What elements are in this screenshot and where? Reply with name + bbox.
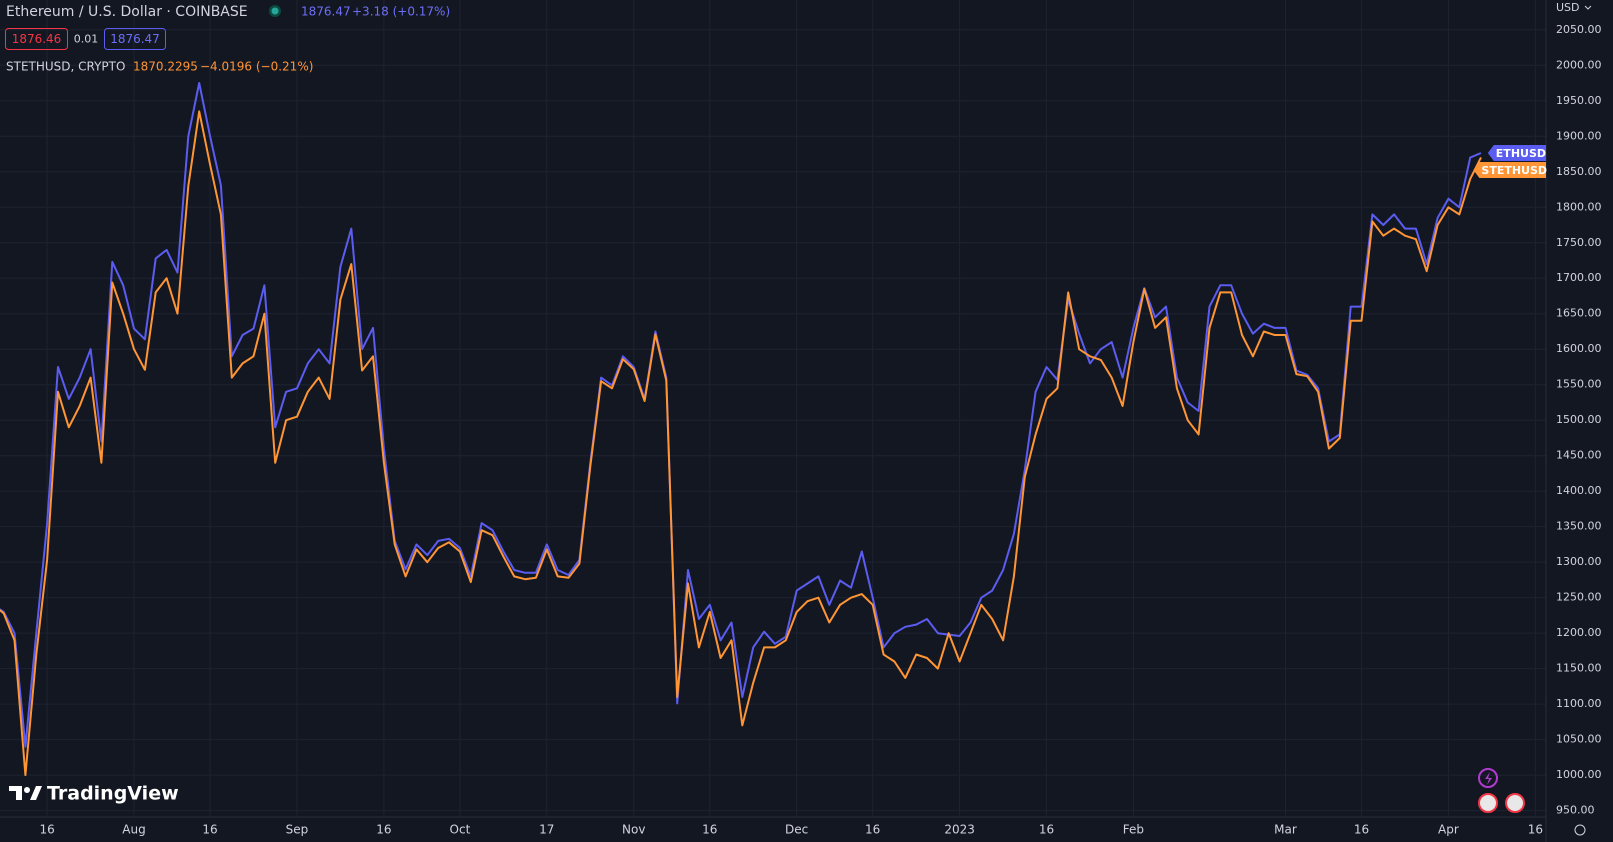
ask-box[interactable] xyxy=(104,28,166,50)
y-tick-label: 1800.00 xyxy=(1556,200,1602,213)
y-tick-label: 1200.00 xyxy=(1556,626,1602,639)
y-tick-label: 1100.00 xyxy=(1556,697,1602,710)
y-tick-label: 1650.00 xyxy=(1556,307,1602,320)
y-tick-label: 1750.00 xyxy=(1556,236,1602,249)
logo-mark xyxy=(9,786,22,800)
x-tick-label: Sep xyxy=(286,823,309,837)
y-tick-label: 1300.00 xyxy=(1556,555,1602,568)
y-tick-label: 1900.00 xyxy=(1556,129,1602,142)
spread: 0.01 xyxy=(74,33,99,46)
price-tag xyxy=(1473,161,1546,178)
y-tick-label: 1600.00 xyxy=(1556,342,1602,355)
y-tick-label: 1850.00 xyxy=(1556,165,1602,178)
y-tick-label: 950.00 xyxy=(1556,804,1595,817)
header-price: 1876.47 xyxy=(301,5,351,19)
x-tick-label: Nov xyxy=(622,823,645,837)
x-tick-label: Dec xyxy=(785,823,808,837)
currency-caret xyxy=(1584,5,1592,10)
brand-logo xyxy=(9,786,42,800)
x-tick-label: 16 xyxy=(39,823,54,837)
x-tick-label: 17 xyxy=(539,823,554,837)
y-tick-label: 2050.00 xyxy=(1556,23,1602,36)
grid xyxy=(0,0,1546,817)
x-tick-label: 16 xyxy=(1354,823,1369,837)
x-tick-label: 16 xyxy=(1039,823,1054,837)
x-tick-label: Aug xyxy=(122,823,145,837)
x-tick-label: Oct xyxy=(450,823,471,837)
x-tick-label: 16 xyxy=(376,823,391,837)
y-tick-label: 1450.00 xyxy=(1556,449,1602,462)
compare-change: −4.0196 (−0.21%) xyxy=(200,60,313,74)
y-tick-label: 1950.00 xyxy=(1556,94,1602,107)
x-tick-label: 16 xyxy=(702,823,717,837)
x-tick-label: 16 xyxy=(1528,823,1543,837)
logo-dot xyxy=(24,787,30,793)
x-tick-label: Feb xyxy=(1123,823,1144,837)
event-flag[interactable] xyxy=(1505,793,1525,813)
x-tick-label: 2023 xyxy=(944,823,975,837)
chart-title: Ethereum / U.S. Dollar · COINBASE xyxy=(6,4,248,20)
series-line xyxy=(0,82,1482,748)
x-tick-label: Apr xyxy=(1438,823,1459,837)
y-tick-label: 1700.00 xyxy=(1556,271,1602,284)
x-tick-label: Mar xyxy=(1274,823,1297,837)
y-tick-label: 1350.00 xyxy=(1556,520,1602,533)
currency-label[interactable]: USD xyxy=(1556,1,1580,14)
brand-name: TradingView xyxy=(47,783,179,805)
event-icon-bolt xyxy=(1485,772,1492,785)
logo-mark xyxy=(30,786,42,800)
y-tick-label: 1400.00 xyxy=(1556,484,1602,497)
y-tick-label: 1150.00 xyxy=(1556,662,1602,675)
x-tick-label: 16 xyxy=(865,823,880,837)
price-tag-label: STETHUSD xyxy=(1481,164,1547,177)
y-tick-label: 1250.00 xyxy=(1556,591,1602,604)
series-line xyxy=(0,110,1482,777)
y-tick-label: 1050.00 xyxy=(1556,733,1602,746)
price-tag-label: ETHUSD xyxy=(1496,147,1546,160)
status-dot xyxy=(271,7,279,15)
event-flag[interactable] xyxy=(1478,793,1498,813)
plot-area xyxy=(0,82,1482,777)
y-tick-label: 1500.00 xyxy=(1556,413,1602,426)
price-tag xyxy=(1487,144,1546,161)
event-icon[interactable] xyxy=(1478,768,1498,788)
y-tick-label: 2000.00 xyxy=(1556,58,1602,71)
bid-price: 1876.46 xyxy=(12,32,62,46)
bid-box[interactable] xyxy=(5,28,68,50)
compare-price: 1870.2295 xyxy=(133,60,198,74)
settings-icon[interactable] xyxy=(1574,824,1586,836)
y-tick-label: 1000.00 xyxy=(1556,768,1602,781)
labels: 950.00 1000.00 1050.00 1100.00 1150.00 1200.0… xyxy=(39,23,1601,837)
ask-price: 1876.47 xyxy=(110,32,160,46)
x-tick-label: 16 xyxy=(202,823,217,837)
compare-label: STETHUSD, CRYPTO xyxy=(6,60,125,74)
header-change: +3.18 (+0.17%) xyxy=(352,5,450,19)
y-tick-label: 1550.00 xyxy=(1556,378,1602,391)
